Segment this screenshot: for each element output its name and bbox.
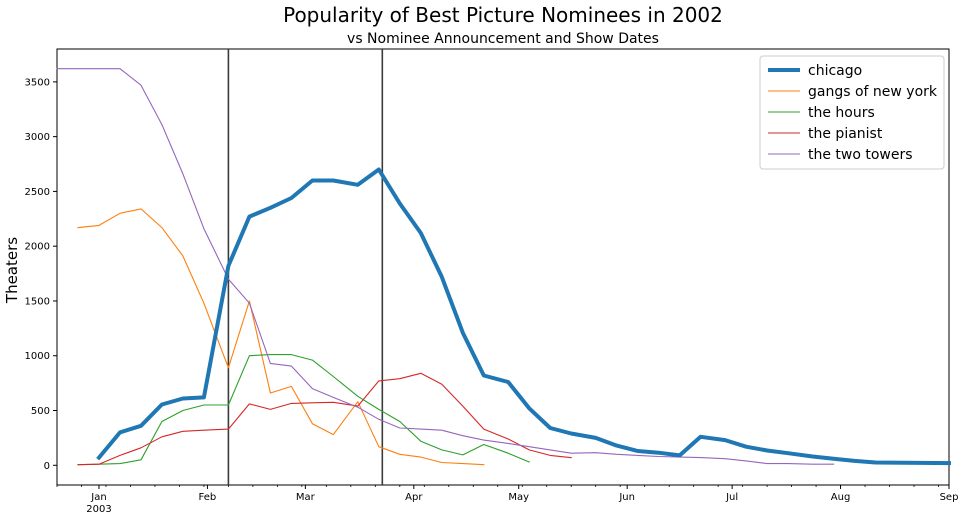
x-tick-label: Apr [405,492,423,503]
x-tick-label: Mar [296,492,316,503]
series-line-gangs-of-new-york [77,208,485,466]
x-tick-label: Sep [940,492,959,503]
chart-subtitle: vs Nominee Announcement and Show Dates [347,31,659,47]
legend-label: the hours [808,105,875,121]
event-lines [227,49,384,485]
series-lines [56,68,952,466]
chart-title: Popularity of Best Picture Nominees in 2… [283,3,723,27]
x-tick-label: Jul [725,492,738,503]
series-line-the-hours [77,354,530,466]
x-tick-label: Aug [831,492,851,503]
legend-label: the two towers [808,147,913,163]
legend: chicago gangs of new york the hours the pia… [759,55,945,170]
y-tick-label: 2000 [25,242,50,253]
y-tick-label: 3500 [25,77,50,88]
plot-frame [56,48,950,486]
series-line-chicago [96,167,952,466]
y-tick-label: 3000 [25,132,50,143]
series-line-the-two-towers [56,68,835,465]
y-tick-label: 1000 [25,351,50,362]
x-tick-label: Jan [90,492,106,503]
x-tick-sublabel: 2003 [86,504,111,515]
legend-label: chicago [808,63,862,79]
series-line-the-pianist [77,372,572,466]
x-tick-label: May [508,492,529,503]
legend-box [759,55,945,170]
y-axis-label: Theaters [3,237,21,304]
legend-label: the pianist [808,126,883,142]
y-tick-label: 0 [44,461,50,472]
y-tick-label: 2500 [25,187,50,198]
y-axis: 0 500 1000 1500 2000 2500 3000 3500 [25,77,57,472]
y-tick-label: 500 [31,406,50,417]
y-tick-label: 1500 [25,296,50,307]
x-tick-label: Feb [199,492,217,503]
x-tick-label: Jun [618,492,635,503]
legend-label: gangs of new york [808,84,938,100]
